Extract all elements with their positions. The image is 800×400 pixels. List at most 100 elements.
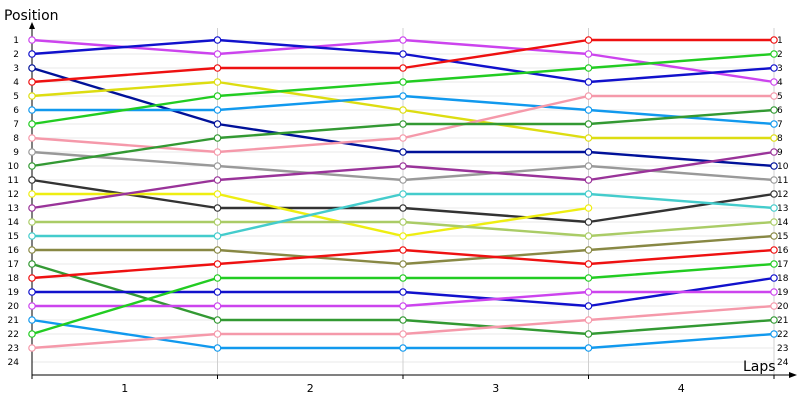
series-point: [213, 64, 222, 72]
right-tick-label: 15: [777, 232, 788, 242]
right-tick-label: 11: [777, 176, 788, 186]
y-tick-label: 15: [8, 232, 19, 242]
series-point: [28, 302, 36, 310]
series-point: [399, 36, 407, 44]
series-point: [584, 176, 593, 184]
series-point: [584, 204, 593, 212]
series-point: [770, 316, 778, 324]
series-point: [584, 232, 593, 240]
y-tick-label: 16: [8, 246, 20, 256]
series-point: [399, 176, 407, 184]
right-tick-label: 10: [777, 162, 789, 172]
y-tick-label: 10: [8, 162, 20, 172]
right-tick-label: 16: [777, 246, 789, 256]
series-point: [584, 190, 593, 198]
y-axis-arrow: [29, 22, 35, 29]
series-point: [28, 246, 36, 254]
series-point: [770, 120, 778, 128]
right-tick-label: 23: [777, 344, 788, 354]
series-point: [213, 106, 222, 114]
series-point: [28, 148, 36, 156]
series-point: [399, 344, 407, 352]
series-point: [28, 218, 36, 226]
series-point: [213, 260, 222, 268]
series-point: [399, 288, 407, 296]
right-tick-label: 13: [777, 204, 788, 214]
series-point: [584, 288, 593, 296]
series-point: [28, 162, 36, 170]
series-point: [28, 344, 36, 352]
series-point: [770, 64, 778, 72]
series-point: [399, 260, 407, 268]
series-point: [213, 50, 222, 58]
y-tick-label: 18: [8, 274, 20, 284]
series-point: [28, 36, 36, 44]
right-tick-label: 21: [777, 316, 788, 326]
series-point: [584, 162, 593, 170]
y-tick-label: 22: [8, 330, 19, 340]
right-tick-label: 4: [777, 78, 783, 88]
series-point: [28, 190, 36, 198]
series-point: [28, 274, 36, 282]
series-point: [213, 218, 222, 226]
series-point: [213, 120, 222, 128]
series-point: [399, 330, 407, 338]
right-tick-label: 8: [777, 134, 783, 144]
series-point: [213, 302, 222, 310]
series-point: [399, 148, 407, 156]
x-tick-label: 4: [678, 382, 685, 395]
right-tick-label: 24: [777, 358, 789, 368]
series-point: [584, 246, 593, 254]
series-point: [213, 288, 222, 296]
series-point: [770, 260, 778, 268]
series-point: [213, 162, 222, 170]
series-point: [28, 330, 36, 338]
x-axis-arrow: [789, 372, 797, 378]
series-point: [584, 148, 593, 156]
label-layer: Position Laps 12345678910111213141516171…: [4, 8, 789, 395]
series-point: [28, 106, 36, 114]
series-point: [770, 274, 778, 282]
series-point: [584, 302, 593, 310]
series-point: [584, 274, 593, 282]
series-point: [770, 78, 778, 86]
x-tick-label: 2: [307, 382, 314, 395]
series-point: [584, 36, 593, 44]
right-tick-label: 7: [777, 120, 783, 130]
series-point: [584, 134, 593, 142]
series-point: [770, 246, 778, 254]
y-tick-label: 17: [8, 260, 19, 270]
y-tick-label: 2: [13, 50, 19, 60]
series-point: [584, 50, 593, 58]
series-point: [213, 316, 222, 324]
x-tick-label: 3: [492, 382, 499, 395]
y-tick-label: 3: [13, 64, 19, 74]
series-point: [770, 330, 778, 338]
y-tick-label: 4: [13, 78, 19, 88]
y-axis-title: Position: [4, 8, 59, 24]
series-point: [584, 316, 593, 324]
right-tick-label: 2: [777, 50, 783, 60]
series-point: [213, 274, 222, 282]
series-point: [584, 64, 593, 72]
right-tick-label: 14: [777, 218, 789, 228]
series-layer: [28, 36, 778, 352]
series-point: [213, 36, 222, 44]
series-point: [399, 120, 407, 128]
y-tick-label: 14: [8, 218, 20, 228]
series-point: [28, 316, 36, 324]
series-point: [213, 78, 222, 86]
series-point: [584, 260, 593, 268]
y-tick-label: 12: [8, 190, 19, 200]
y-tick-label: 19: [8, 288, 20, 298]
series-point: [584, 106, 593, 114]
series-point: [770, 50, 778, 58]
series-point: [584, 120, 593, 128]
series-point: [584, 218, 593, 226]
series-point: [399, 204, 407, 212]
series-point: [213, 246, 222, 254]
series-point: [770, 148, 778, 156]
series-point: [28, 134, 36, 142]
right-tick-label: 12: [777, 190, 788, 200]
series-point: [28, 176, 36, 184]
